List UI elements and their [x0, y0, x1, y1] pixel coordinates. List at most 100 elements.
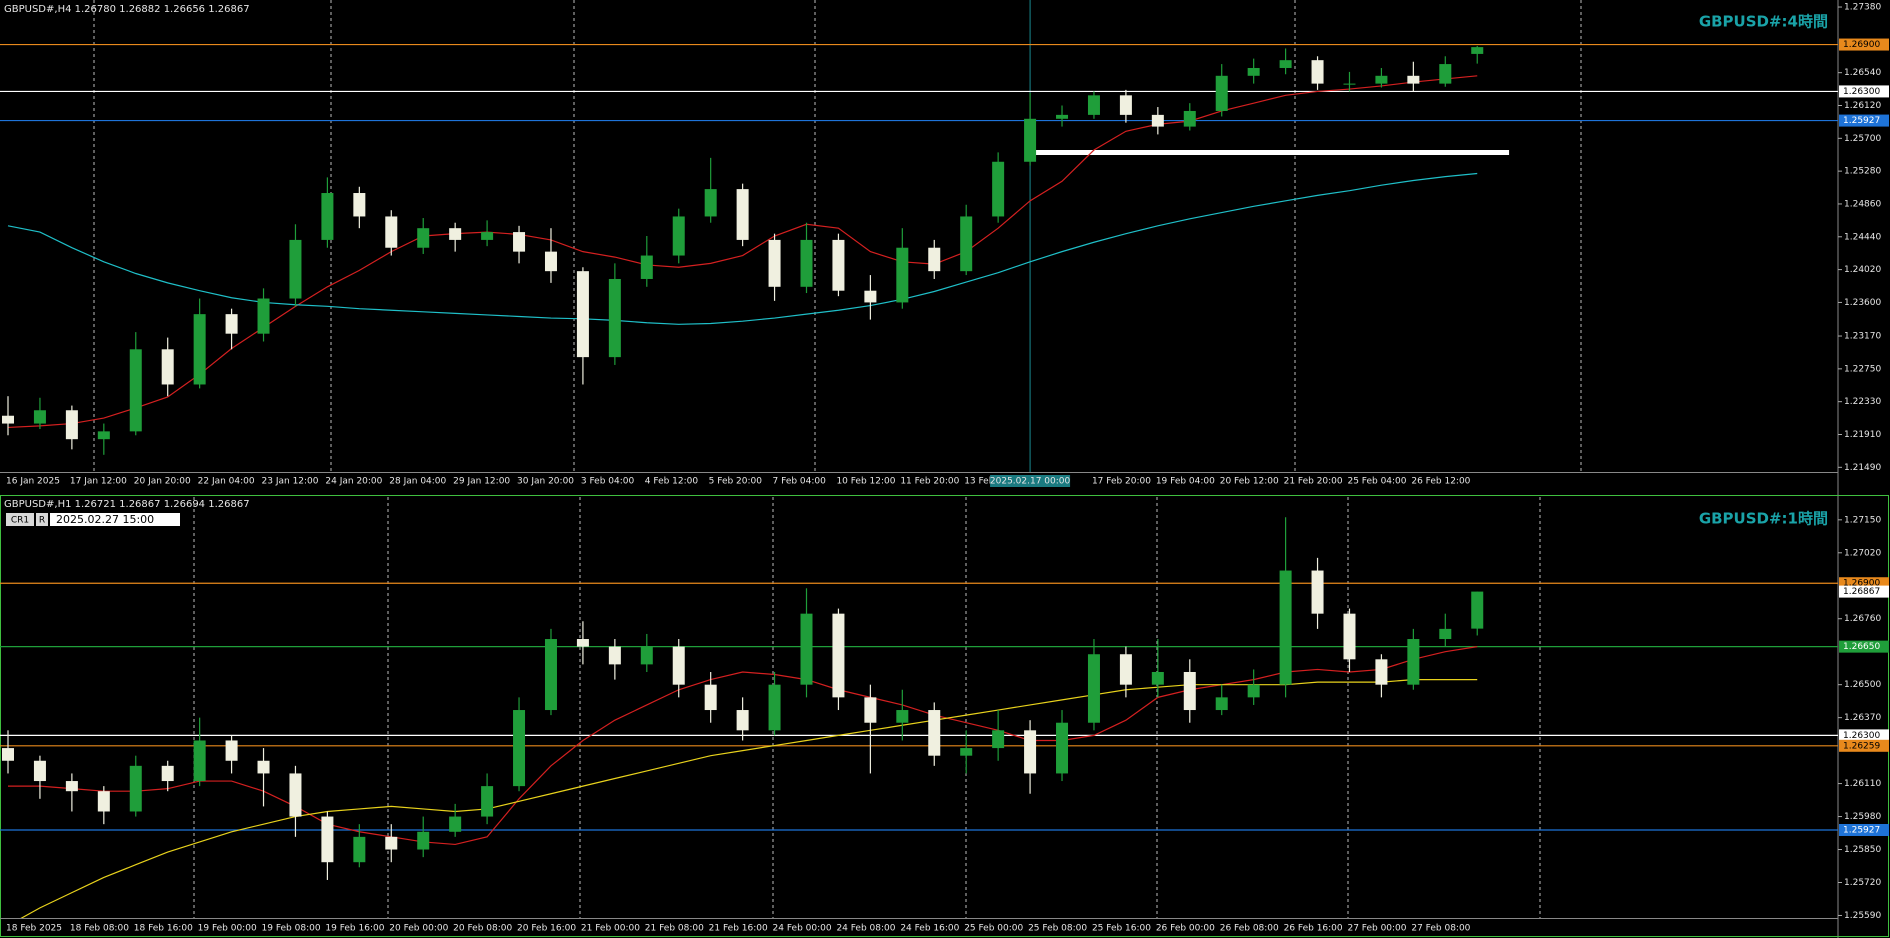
- y-tick-label: 1.22750: [1844, 364, 1881, 374]
- x-tick-label: 2025.02.17 00:00: [990, 477, 1071, 487]
- candle-body: [544, 639, 557, 711]
- plot-area: [0, 497, 1838, 918]
- time-box[interactable]: [50, 513, 180, 526]
- candle-body: [353, 193, 366, 217]
- toolbar-button[interactable]: [36, 513, 48, 526]
- toolbar-label[interactable]: R: [39, 516, 45, 526]
- candle-body: [1056, 114, 1069, 119]
- y-tick-label: 1.25720: [1844, 878, 1881, 888]
- x-tick-label: 30 Jan 20:00: [517, 477, 574, 487]
- toolbar-button[interactable]: [6, 513, 34, 526]
- x-tick-label: 16 Jan 2025: [6, 477, 60, 487]
- y-tick-label: 1.25850: [1844, 845, 1881, 855]
- moving-average: [7, 172, 1478, 325]
- candle-body: [832, 239, 845, 291]
- y-tick-label: 1.23170: [1844, 332, 1881, 342]
- candle-body: [161, 349, 174, 385]
- candle-body: [353, 836, 366, 863]
- price-tag-label: 1.26300: [1843, 87, 1880, 97]
- candle-body: [161, 765, 174, 782]
- candle-body: [225, 314, 238, 334]
- price-tag: [1839, 585, 1889, 598]
- x-tick-label: 21 Feb 08:00: [645, 924, 704, 934]
- candle-body: [768, 684, 781, 731]
- y-tick-label: 1.24860: [1844, 199, 1881, 209]
- candle-body: [1311, 60, 1324, 84]
- candle-body: [1407, 639, 1420, 685]
- symbol-label: GBPUSD#:4時間: [1699, 13, 1828, 31]
- price-tag: [1839, 85, 1889, 98]
- symbol-label: GBPUSD#:1時間: [1699, 510, 1828, 528]
- price-tag-label: 1.26650: [1843, 642, 1880, 652]
- candle-body: [97, 431, 110, 440]
- candle-body: [1471, 591, 1484, 629]
- candle-body: [576, 639, 589, 647]
- candle-body: [896, 247, 909, 303]
- x-tick-label: 27 Feb 00:00: [1347, 924, 1406, 934]
- price-tag-label: 1.26867: [1843, 587, 1880, 597]
- candle-body: [1439, 64, 1452, 84]
- x-tick-label: 17 Feb 20:00: [1092, 477, 1151, 487]
- candle-body: [129, 349, 142, 432]
- x-tick-label: 25 Feb 16:00: [1092, 924, 1151, 934]
- candle-body: [704, 684, 717, 711]
- x-tick-label: 22 Jan 04:00: [198, 477, 255, 487]
- candle-body: [481, 232, 494, 240]
- candle-body: [385, 216, 398, 248]
- x-tick-label: 19 Feb 00:00: [198, 924, 257, 934]
- y-tick-label: 1.21910: [1844, 430, 1881, 440]
- x-tick-label: 21 Feb 16:00: [709, 924, 768, 934]
- candle-body: [2, 415, 14, 424]
- candle-body: [417, 831, 430, 850]
- x-tick-label: 25 Feb 00:00: [964, 924, 1023, 934]
- candle-body: [65, 781, 78, 792]
- candle-body: [1375, 75, 1388, 84]
- candle-body: [129, 765, 142, 812]
- candle-body: [1024, 118, 1037, 162]
- x-tick-label: 20 Feb 00:00: [389, 924, 448, 934]
- y-tick-label: 1.25590: [1844, 911, 1881, 921]
- price-tag: [1839, 823, 1889, 836]
- x-tick-label: 18 Feb 2025: [6, 924, 62, 934]
- price-tag-label: 1.26900: [1843, 579, 1880, 589]
- y-tick-label: 1.27150: [1844, 515, 1881, 525]
- time-box-label[interactable]: 2025.02.27 15:00: [56, 513, 154, 526]
- candle-body: [928, 710, 941, 756]
- candle-body: [97, 791, 110, 812]
- plot-area: [0, 0, 1838, 472]
- candle-body: [928, 247, 941, 272]
- y-tick-label: 1.23600: [1844, 298, 1881, 308]
- moving-average: [8, 646, 1478, 846]
- drawn-line: [1030, 150, 1510, 155]
- candle-body: [65, 410, 78, 440]
- price-tag-label: 1.26900: [1843, 40, 1880, 50]
- candle-body: [992, 730, 1005, 749]
- candle-body: [1024, 730, 1037, 774]
- x-tick-label: 26 Feb 08:00: [1220, 924, 1279, 934]
- x-tick-label: 26 Feb 16:00: [1284, 924, 1343, 934]
- candle-body: [225, 740, 238, 761]
- candle-body: [449, 816, 462, 832]
- x-tick-label: 11 Feb 20:00: [900, 477, 959, 487]
- x-tick-label: 21 Feb 20:00: [1284, 477, 1343, 487]
- moving-average: [7, 75, 1478, 429]
- candle-body: [321, 193, 334, 240]
- panel-header: GBPUSD#,H4 1.26780 1.26882 1.26656 1.268…: [4, 4, 250, 15]
- price-tag-label: 1.25927: [1843, 116, 1880, 126]
- toolbar-label[interactable]: CR1: [11, 516, 29, 526]
- y-tick-label: 1.26110: [1844, 779, 1881, 789]
- x-tick-label: 29 Jan 12:00: [453, 477, 510, 487]
- x-tick-label: 18 Feb 16:00: [134, 924, 193, 934]
- price-tag-label: 1.26300: [1843, 731, 1880, 741]
- y-tick-label: 1.24440: [1844, 232, 1881, 242]
- candle-body: [1087, 654, 1100, 723]
- price-tag: [1839, 729, 1889, 742]
- y-tick-label: 1.25980: [1844, 812, 1881, 822]
- x-tick-label: 20 Feb 16:00: [517, 924, 576, 934]
- active-panel-border: [0, 495, 1889, 937]
- candle-body: [992, 161, 1005, 217]
- moving-average: [20, 679, 1478, 918]
- candle-body: [608, 278, 621, 358]
